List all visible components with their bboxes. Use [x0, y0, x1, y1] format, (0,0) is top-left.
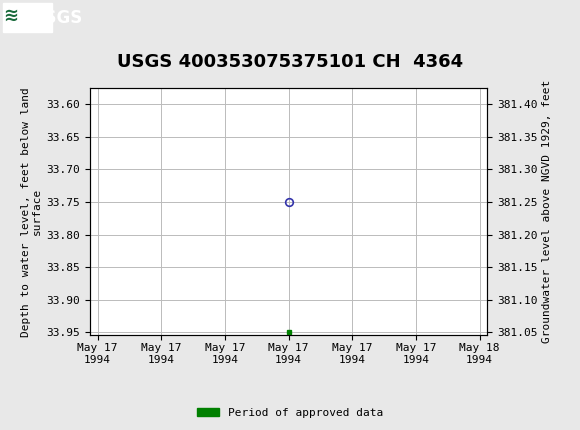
Y-axis label: Groundwater level above NGVD 1929, feet: Groundwater level above NGVD 1929, feet — [542, 80, 552, 344]
Legend: Period of approved data: Period of approved data — [193, 403, 387, 422]
Text: USGS: USGS — [32, 9, 83, 27]
Bar — [3, 3, 52, 32]
Text: ≋: ≋ — [3, 7, 19, 25]
Text: USGS 400353075375101 CH  4364: USGS 400353075375101 CH 4364 — [117, 53, 463, 71]
Y-axis label: Depth to water level, feet below land
surface: Depth to water level, feet below land su… — [21, 87, 42, 337]
